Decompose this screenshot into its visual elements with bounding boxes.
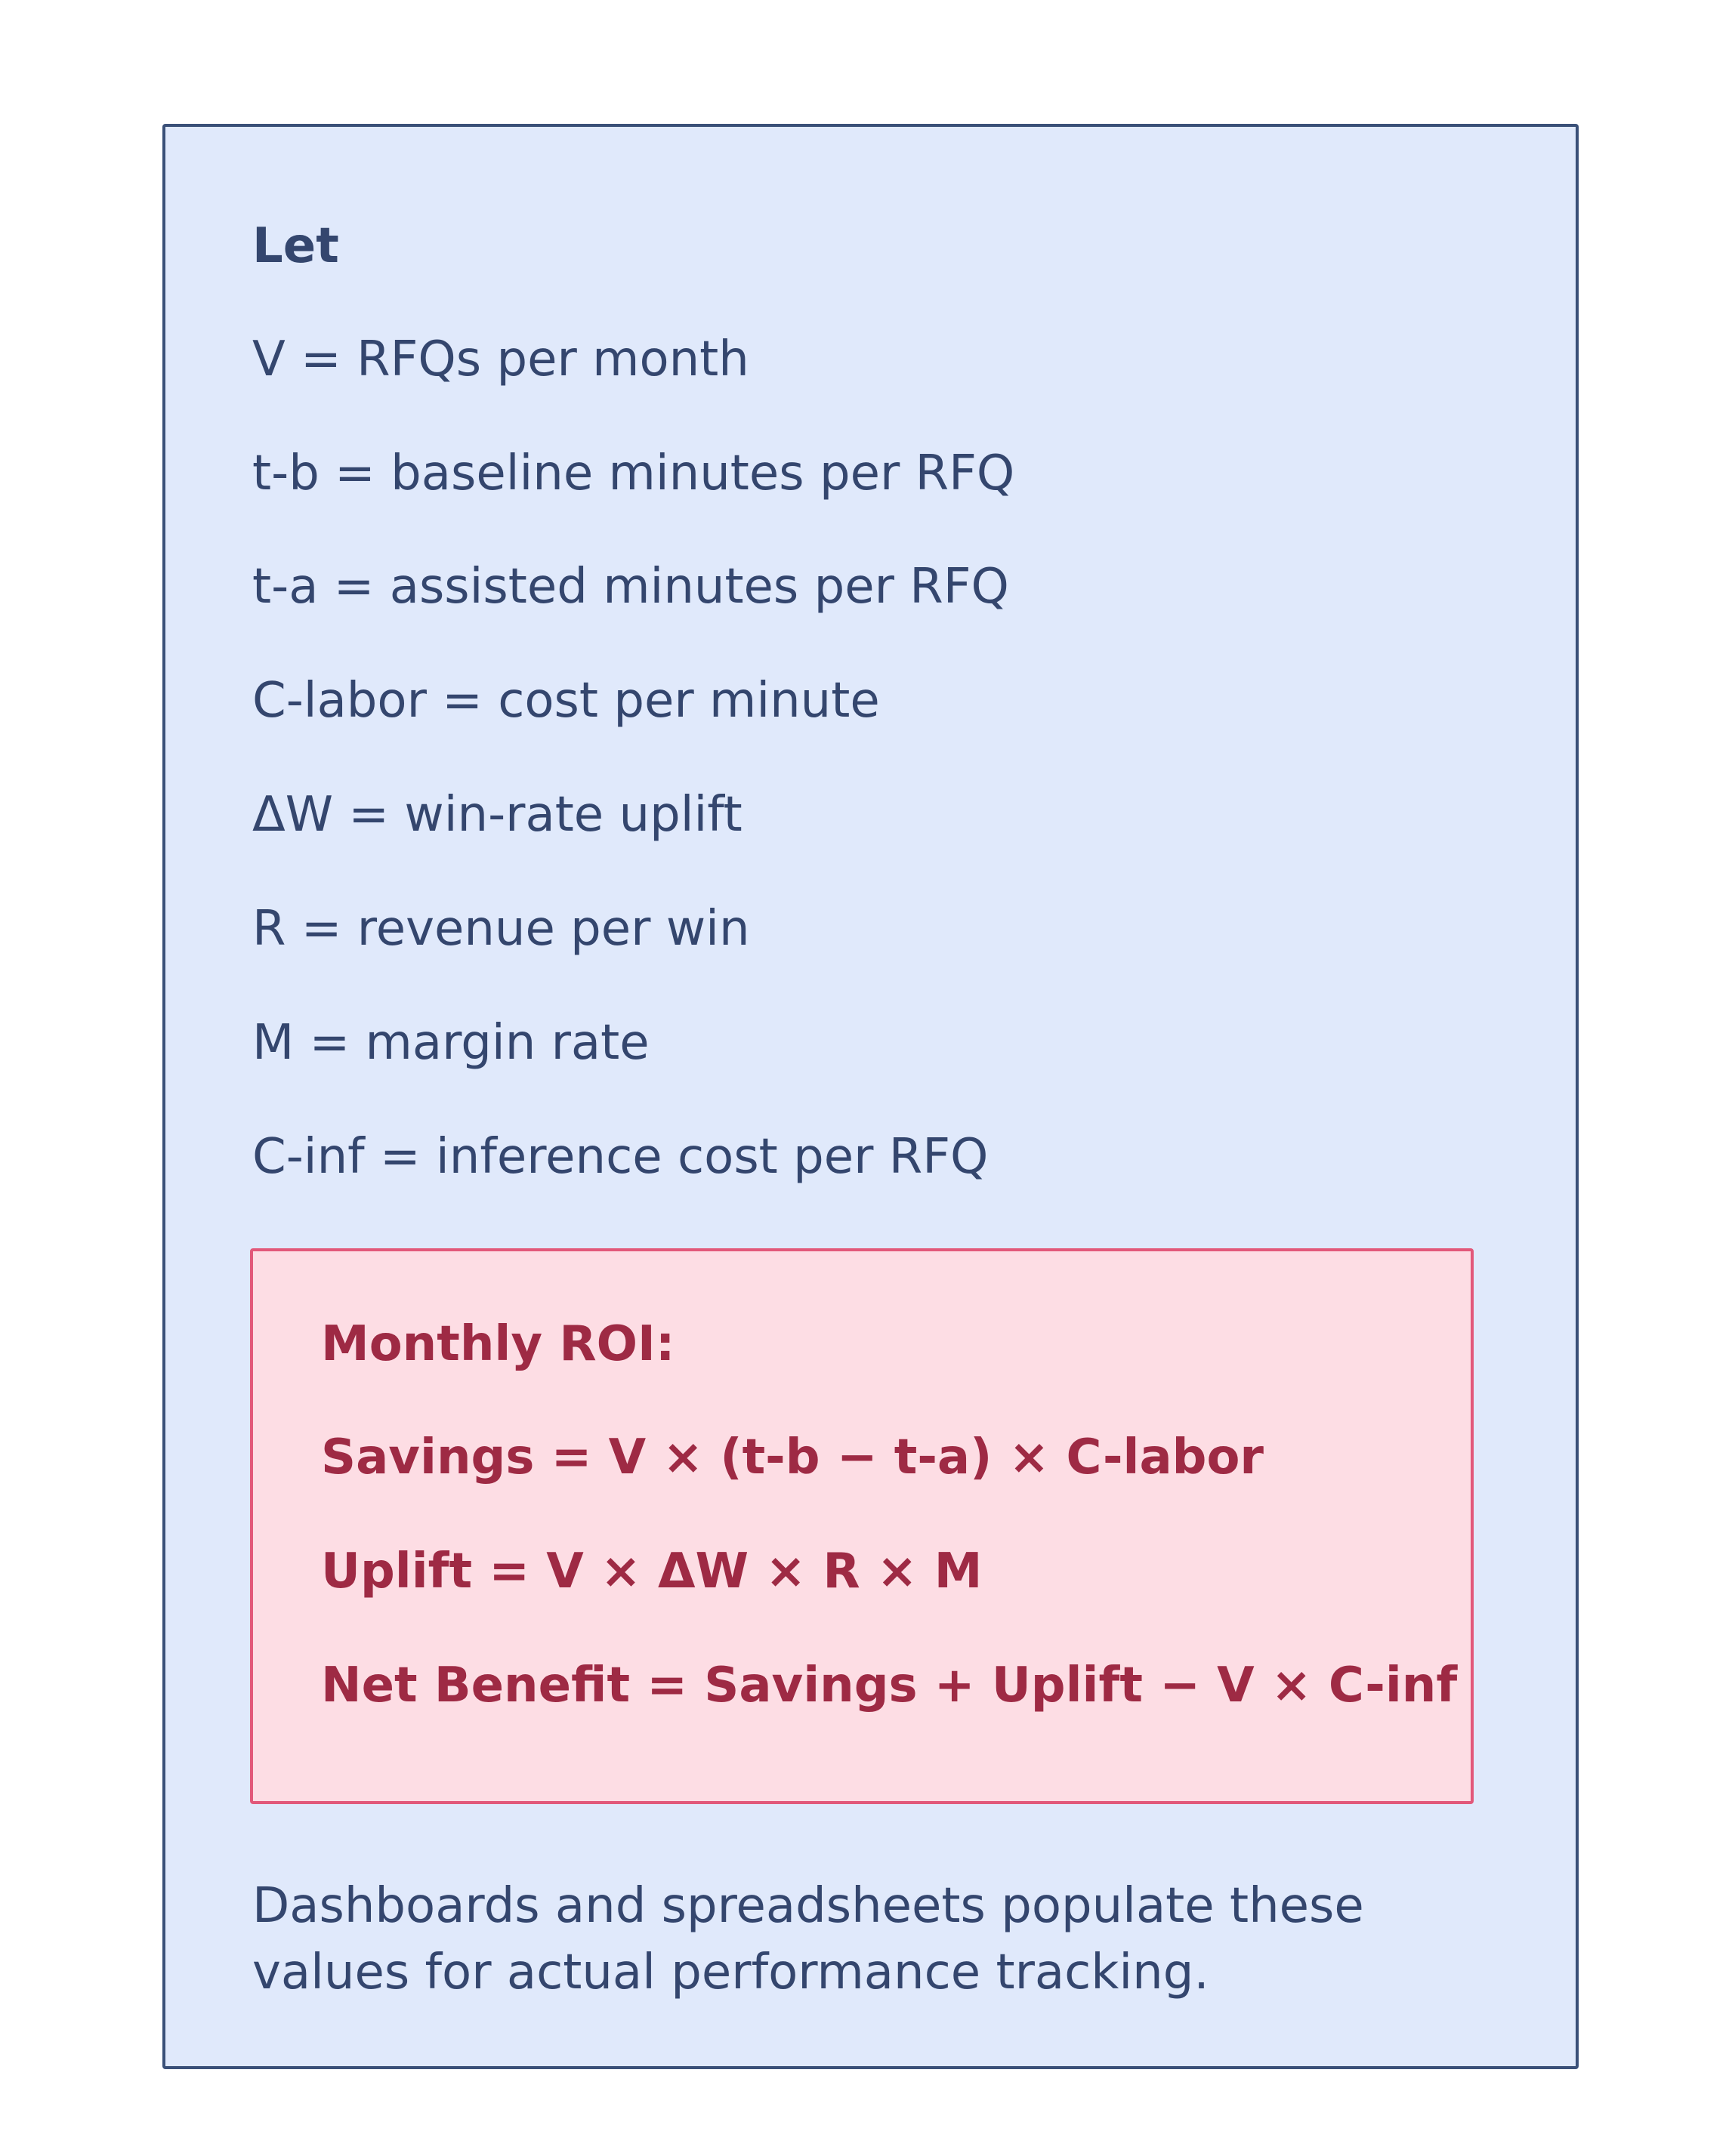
- monthly-roi-formula-box: Monthly ROI: Savings = V × (t-b − t-a) ×…: [250, 1248, 1474, 1804]
- definition-t-b: t-b = baseline minutes per RFQ: [252, 446, 1015, 501]
- definition-c-inf: C-inf = inference cost per RFQ: [252, 1129, 989, 1185]
- net-benefit-formula: Net Benefit = Savings + Uplift − V × C-i…: [321, 1658, 1458, 1713]
- definition-t-a: t-a = assisted minutes per RFQ: [252, 559, 1009, 615]
- footnote: Dashboards and spreadsheets populate the…: [252, 1878, 1364, 2000]
- definition-c-labor: C-labor = cost per minute: [252, 673, 880, 729]
- definition-delta-w: ΔW = win-rate uplift: [252, 787, 743, 843]
- definition-r: R = revenue per win: [252, 901, 750, 957]
- savings-formula: Savings = V × (t-b − t-a) × C-labor: [321, 1430, 1264, 1485]
- definition-v: V = RFQs per month: [252, 332, 749, 387]
- definition-m: M = margin rate: [252, 1015, 650, 1071]
- intro-label: Let: [252, 218, 339, 274]
- uplift-formula: Uplift = V × ΔW × R × M: [321, 1544, 983, 1599]
- roi-definitions-panel: Let V = RFQs per month t-b = baseline mi…: [162, 124, 1579, 2069]
- formula-title: Monthly ROI:: [321, 1316, 675, 1372]
